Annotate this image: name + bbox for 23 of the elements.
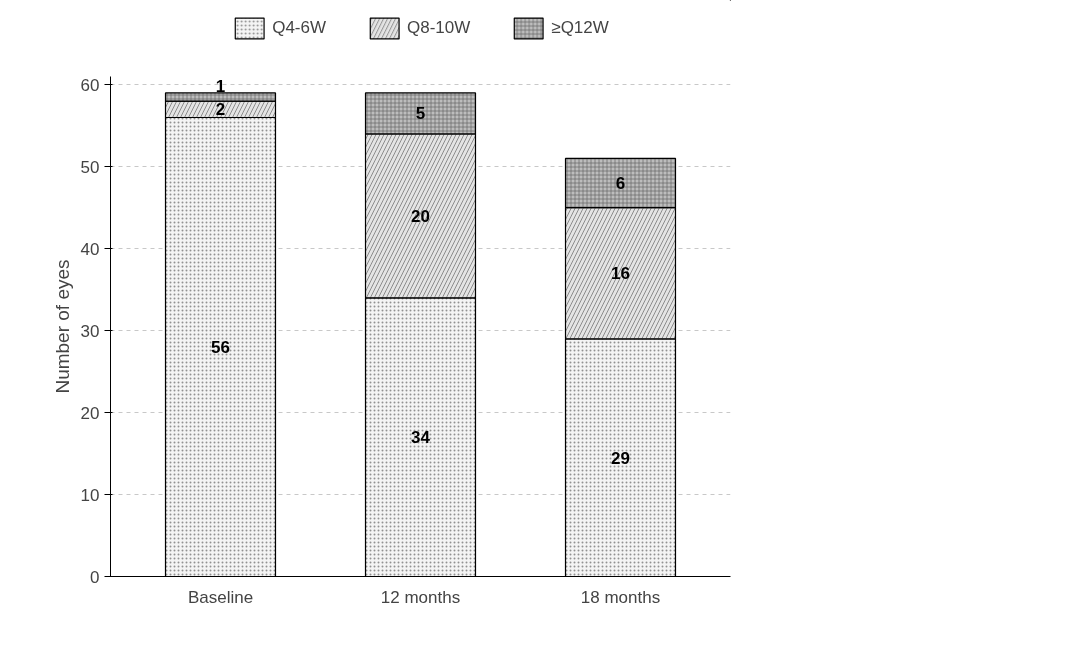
y-tick-label: 30 — [80, 321, 100, 341]
y-axis-title: Number of eyes — [51, 259, 73, 394]
legend-label: ≥Q12W — [551, 18, 609, 38]
x-tick-label: Baseline — [187, 587, 254, 607]
data-label: 2 — [215, 100, 226, 120]
legend-label: Q4-6W — [272, 18, 327, 38]
data-label: 16 — [611, 264, 630, 284]
data-label: 20 — [411, 206, 430, 226]
y-tick-label: 10 — [80, 485, 100, 505]
y-tick-label: 20 — [80, 403, 100, 423]
legend-label: Q8-10W — [407, 18, 471, 38]
y-tick-label: 60 — [80, 75, 100, 95]
data-label: 5 — [415, 104, 426, 124]
y-tick-label: 50 — [80, 157, 100, 177]
y-tick-label: 40 — [80, 239, 100, 259]
data-label: 1 — [215, 76, 226, 96]
data-label: 34 — [411, 428, 431, 448]
data-label: 6 — [615, 174, 626, 194]
data-label: 29 — [611, 448, 630, 468]
x-tick-label: 18 months — [580, 587, 661, 607]
data-label: 56 — [211, 337, 230, 357]
x-tick-label: 12 months — [380, 587, 461, 607]
y-tick-label: 0 — [90, 567, 100, 587]
